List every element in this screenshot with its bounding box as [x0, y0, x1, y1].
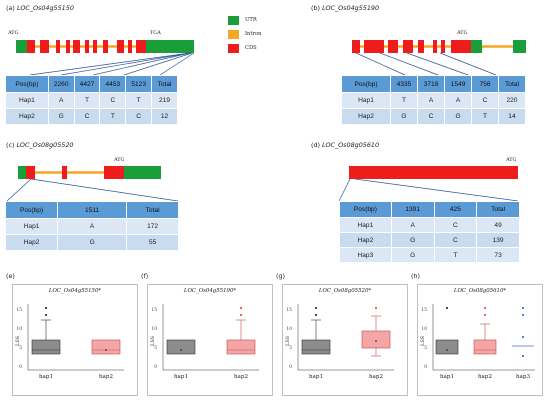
- panel-c-gene: LOC_Os08g05520: [16, 141, 74, 149]
- table-b-header: Pos(bp) 4335 3718 1549 756 Total: [341, 75, 527, 93]
- box-plot-f: LOC_Os04g55190* LSS 15 10 5 0 hap1 hap2: [147, 284, 273, 396]
- panel-b-letter: (b): [311, 4, 321, 12]
- panel-d-gene: LOC_Os08g05610: [322, 141, 380, 149]
- intron-swatch-icon: [228, 29, 239, 39]
- utr-swatch-icon: [228, 15, 239, 25]
- plot-h-letter: (h): [411, 272, 421, 280]
- box-hap1-f: [166, 339, 196, 355]
- plot-h-title: LOC_Os08g05610*: [453, 288, 507, 294]
- table-row: Hap2 G C G T 14: [341, 108, 527, 125]
- plot-f-letter: (f): [141, 272, 149, 280]
- panel-b-gene: LOC_Os04g55190: [322, 4, 380, 12]
- table-row: Hap3 G T 73: [339, 247, 520, 263]
- cds-swatch-icon: [228, 43, 239, 53]
- panel-a-title: (a) LOC_Os04g55150: [6, 4, 74, 12]
- atg-label-b: ATG: [457, 30, 468, 36]
- panel-d-title: (d) LOC_Os08g05610: [311, 141, 379, 149]
- table-row: Hap1 T A A C 220: [341, 92, 527, 109]
- utr-3-a: [152, 40, 194, 53]
- panel-d-letter: (d): [311, 141, 321, 149]
- utr-5-a: [16, 40, 27, 53]
- legend-item-intron: Intron: [228, 29, 261, 39]
- legend-item-cds: CDS: [228, 43, 257, 53]
- box-hap2-g: [361, 330, 391, 349]
- panel-b-title: (b) LOC_Os04g55190: [311, 4, 379, 12]
- panel-a-letter: (a): [6, 4, 15, 12]
- tga-label-a: TGA: [150, 30, 162, 36]
- box-plot-e: LOC_Os04g55150* LSS 15 10 5 0 hap1 hap2: [12, 284, 138, 396]
- box-hap1-g: [301, 339, 331, 355]
- plot-g-letter: (g): [276, 272, 286, 280]
- panel-c-title: (c) LOC_Os08g05520: [6, 141, 74, 149]
- box-hap2-h: [473, 339, 497, 355]
- box-plot-g: LOC_Os08g05520* LSS 15 10 5 0 hap1 hap2: [282, 284, 408, 396]
- haplotype-table-b: Pos(bp) 4335 3718 1549 756 Total Hap1 T …: [341, 75, 527, 125]
- haplotype-table-d: Pos(bp) 1391 425 Total Hap1 A C 49 Hap2 …: [339, 201, 520, 263]
- box-plot-h: LOC_Os08g05610* LSS 15 10 5 0 hap1 hap2 …: [417, 284, 543, 396]
- haplotype-table-a: Pos(bp) 2260 4427 4453 5123 Total Hap1 A…: [5, 75, 178, 125]
- panel-c-letter: (c): [6, 141, 15, 149]
- plot-g-title: LOC_Os08g05520*: [318, 288, 372, 294]
- legend-item-utr: UTR: [228, 15, 257, 25]
- plot-e-letter: (e): [6, 272, 15, 280]
- gene-model-a: [16, 40, 195, 76]
- box-hap1-h: [435, 339, 459, 355]
- table-a-header: Pos(bp) 2260 4427 4453 5123 Total: [5, 75, 178, 93]
- gene-model-d: [338, 166, 519, 202]
- table-c-header: Pos(bp) 1511 Total: [4, 201, 179, 219]
- table-row: Hap1 A C 49: [339, 217, 520, 233]
- table-row: Hap2 G C 139: [339, 232, 520, 248]
- table-row: Hap2 G 55: [4, 234, 179, 251]
- table-row: Hap2 G C T C 12: [5, 108, 178, 125]
- box-hap2-f: [226, 339, 256, 355]
- atg-label-d: ATG: [506, 157, 517, 163]
- feature-legend: UTR Intron CDS: [228, 15, 288, 60]
- plot-f-title: LOC_Os04g55190*: [183, 288, 237, 294]
- table-row: Hap1 A T C T 219: [5, 92, 178, 109]
- box-hap1-e: [31, 339, 61, 355]
- gene-model-b: [352, 40, 526, 76]
- atg-label-a: ATG: [8, 30, 19, 36]
- panel-a-gene: LOC_Os04g55150: [16, 4, 74, 12]
- gene-model-c: [6, 166, 179, 202]
- table-d-header: Pos(bp) 1391 425 Total: [339, 201, 520, 218]
- box-hap2-e: [91, 339, 121, 355]
- plot-e-title: LOC_Os04g55150*: [48, 288, 102, 294]
- table-row: Hap1 A 172: [4, 218, 179, 235]
- haplotype-table-c: Pos(bp) 1511 Total Hap1 A 172 Hap2 G 55: [4, 201, 179, 251]
- atg-label-c: ATG: [114, 157, 125, 163]
